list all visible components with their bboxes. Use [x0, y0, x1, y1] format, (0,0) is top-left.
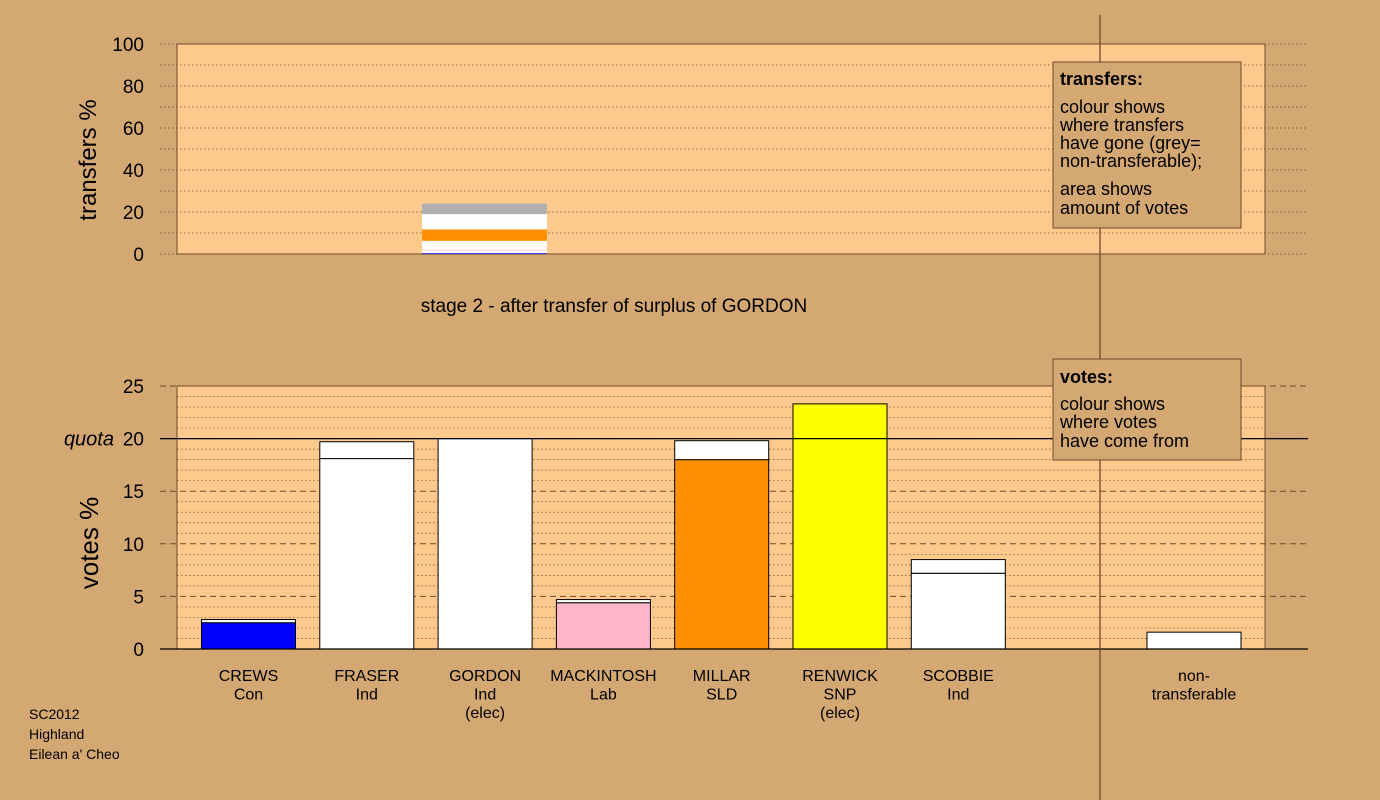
- transfers-legend-title: transfers:: [1060, 69, 1143, 89]
- candidate-label: CREWS: [219, 668, 279, 685]
- transfers-tick-label: 20: [123, 203, 144, 224]
- vote-bar-base: [201, 622, 296, 650]
- footer-ward: Eilean a' Cheo: [29, 746, 120, 762]
- votes-legend-line: where votes: [1059, 412, 1157, 432]
- transfers-tick-label: 40: [123, 161, 144, 182]
- transfer-segment: [422, 214, 547, 219]
- votes-legend-line: colour shows: [1060, 394, 1165, 414]
- vote-bar-transfer: [555, 599, 651, 604]
- transfer-segment: [422, 218, 547, 222]
- votes-legend: votes: colour shows where votes have com…: [1052, 358, 1242, 461]
- vote-bar-transfer: [674, 440, 770, 461]
- footer-election: SC2012: [29, 706, 80, 722]
- candidate-label: MACKINTOSH: [550, 668, 656, 685]
- candidate-label: GORDON: [449, 668, 521, 685]
- candidate-label: FRASER: [334, 668, 399, 685]
- votes-tick-label: 10: [123, 535, 144, 556]
- transfers-legend: transfers: colour shows where transfers …: [1052, 61, 1242, 229]
- transfers-tick-label: 0: [133, 245, 144, 266]
- transfers-legend-line: where transfers: [1059, 115, 1184, 135]
- votes-legend-line: have come from: [1060, 431, 1189, 451]
- transfers-y-ticks: 0 20 40 60 80 100: [112, 35, 144, 266]
- transfers-tick-label: 60: [123, 119, 144, 140]
- transfer-segment: [422, 253, 547, 254]
- candidate-label: (elec): [465, 705, 505, 722]
- transfers-axis-title: transfers %: [75, 99, 102, 220]
- transfers-bars: [422, 203, 547, 254]
- vote-bar-transfer: [201, 619, 296, 624]
- candidate-label: Lab: [590, 687, 617, 704]
- vote-bar-base: [792, 403, 888, 650]
- footer-council: Highland: [29, 726, 85, 742]
- transfers-legend-line: area shows: [1060, 179, 1152, 199]
- transfers-legend-line: amount of votes: [1060, 198, 1188, 218]
- candidate-label: RENWICK: [802, 668, 878, 685]
- candidate-label: SLD: [706, 687, 737, 704]
- nontransferable-label: transferable: [1152, 687, 1237, 704]
- transfers-tick-label: 80: [123, 77, 144, 98]
- footer: SC2012 Highland Eilean a' Cheo: [29, 704, 120, 764]
- candidate-label: MILLAR: [693, 668, 751, 685]
- votes-bars: [201, 403, 1242, 650]
- vote-bar-base: [555, 602, 651, 650]
- transfer-segment: [422, 249, 547, 251]
- candidate-label: Ind: [356, 687, 378, 704]
- votes-tick-label: 5: [133, 587, 144, 608]
- vote-bar-transfer: [319, 441, 415, 460]
- transfers-legend-line: colour shows: [1060, 97, 1165, 117]
- candidate-label: SCOBBIE: [923, 668, 994, 685]
- candidate-label: (elec): [820, 705, 860, 722]
- candidate-label: Ind: [474, 687, 496, 704]
- votes-legend-title: votes:: [1060, 367, 1113, 387]
- candidate-label: Ind: [947, 687, 969, 704]
- votes-axis-title: votes %: [74, 497, 104, 590]
- transfer-segment: [422, 250, 547, 254]
- votes-y-ticks: 0 5 10 15 20 25: [123, 377, 144, 661]
- transfers-legend-box: [1052, 61, 1242, 229]
- votes-tick-label: 0: [133, 640, 144, 661]
- candidate-label: SNP: [824, 687, 857, 704]
- votes-legend-box: [1052, 358, 1242, 461]
- votes-tick-label: 15: [123, 482, 144, 503]
- transfer-segment: [422, 221, 547, 230]
- vote-bar-base: [319, 458, 415, 650]
- transfers-legend-line: non-transferable);: [1060, 151, 1202, 171]
- votes-tick-label: 20: [123, 430, 144, 451]
- transfer-segment: [422, 240, 547, 250]
- vote-bar-base: [437, 438, 533, 650]
- transfers-legend-line: have gone (grey=: [1060, 133, 1201, 153]
- transfer-segment: [422, 229, 547, 241]
- transfers-tick-label: 100: [112, 35, 144, 56]
- nontransferable-label: non-: [1178, 668, 1210, 685]
- vote-bar-transfer: [910, 559, 1006, 574]
- vote-bar-base: [674, 459, 770, 650]
- transfer-segment: [422, 203, 547, 215]
- nontransferable-bar: [1146, 631, 1242, 650]
- candidate-label: Con: [234, 687, 263, 704]
- vote-bar-base: [910, 572, 1006, 650]
- votes-tick-label: 25: [123, 377, 144, 398]
- quota-label: quota: [64, 429, 114, 451]
- stage-title: stage 2 - after transfer of surplus of G…: [421, 296, 807, 317]
- candidate-labels: CREWSConFRASERIndGORDONInd(elec)MACKINTO…: [219, 668, 1237, 722]
